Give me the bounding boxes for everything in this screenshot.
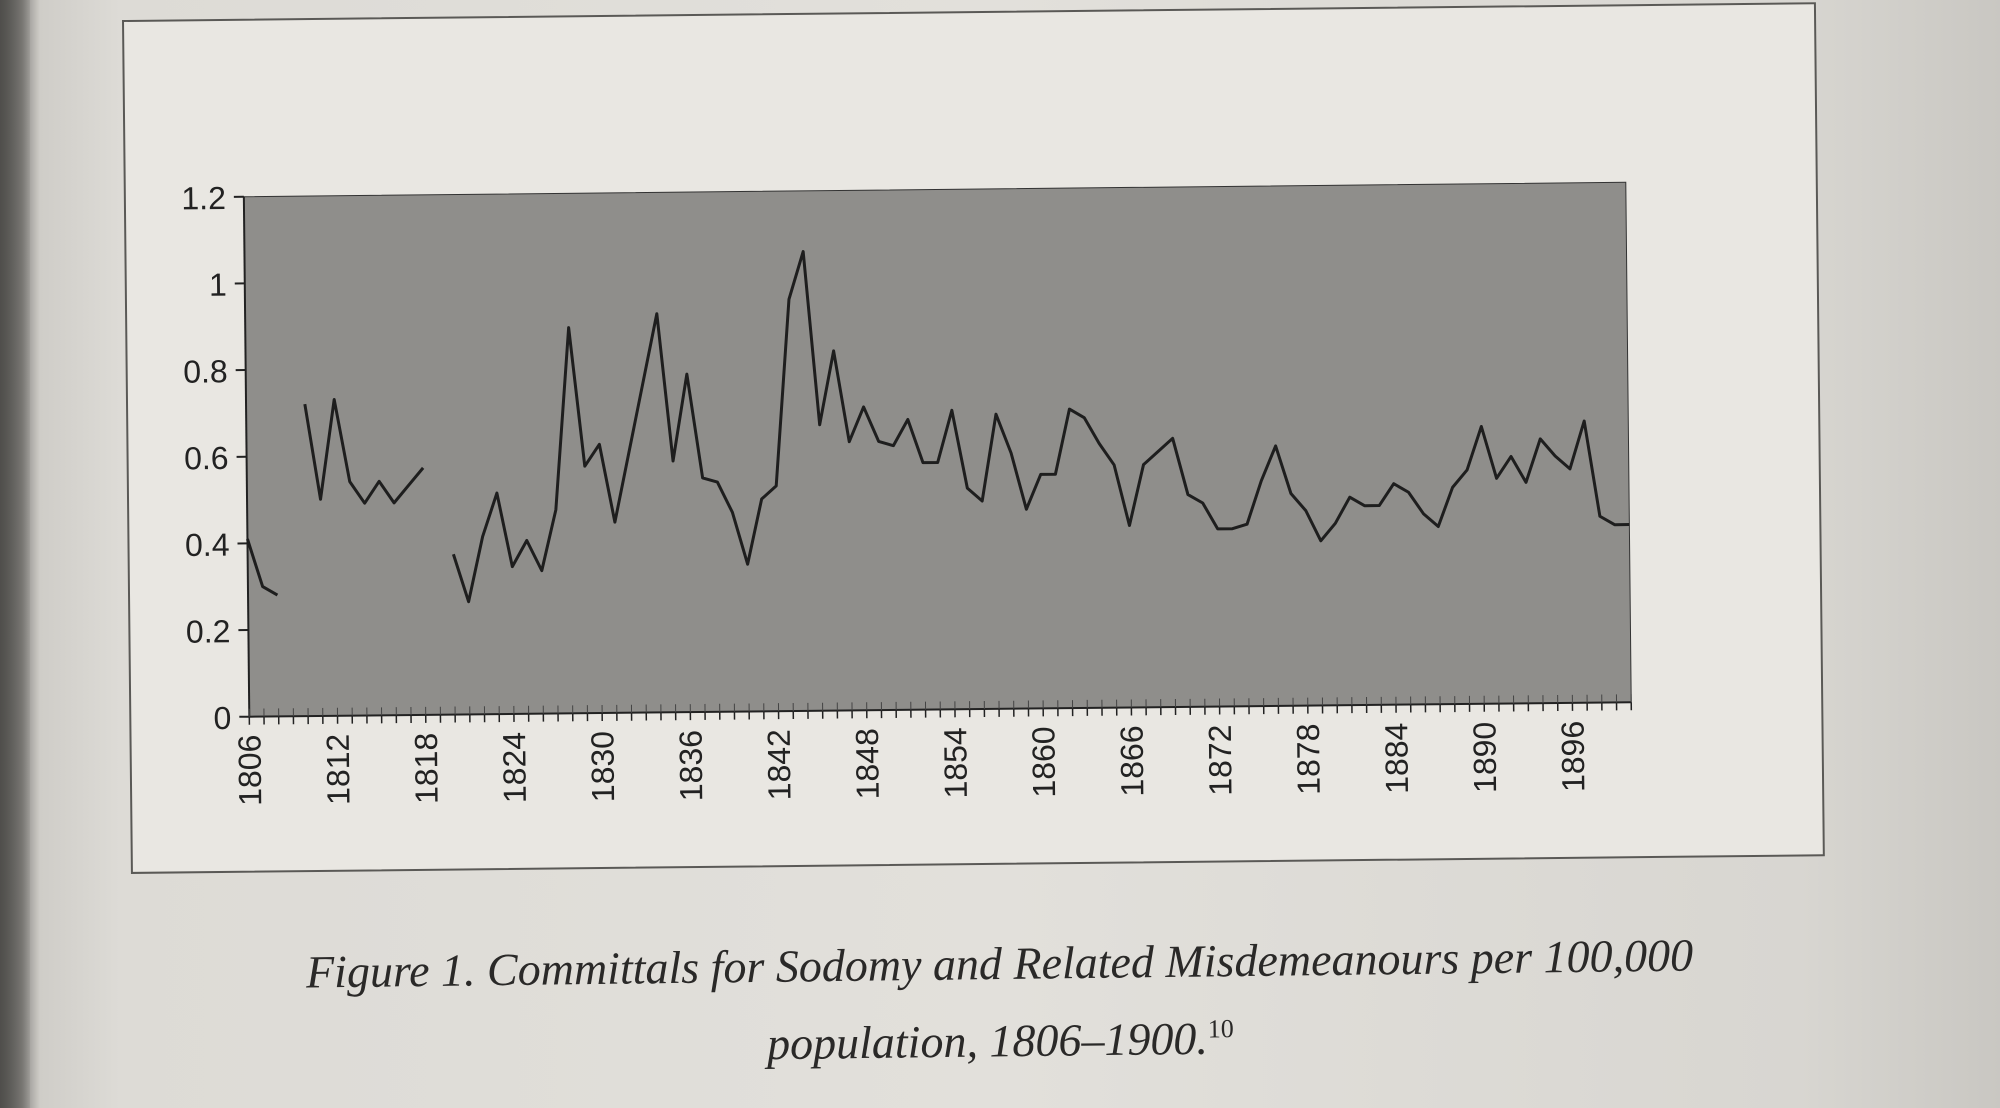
y-tick-label: 1.2 <box>181 180 226 216</box>
x-tick-label: 1818 <box>408 733 445 805</box>
x-tick-label: 1878 <box>1290 723 1327 795</box>
x-tick-label: 1890 <box>1466 722 1503 794</box>
caption-footnote: 10 <box>1207 1014 1234 1044</box>
x-tick-label: 1854 <box>937 727 974 799</box>
x-tick-label: 1866 <box>1114 725 1151 797</box>
y-tick-label: 1 <box>209 267 227 303</box>
caption-line-2-text: population, 1806–1900. <box>766 1012 1209 1070</box>
chart-frame: 0 0.2 0.4 0.6 0.8 1 1.2 1806 1812 1818 1824 1830 18… <box>122 2 1825 874</box>
x-tick-label: 1884 <box>1378 723 1415 795</box>
line-chart: 0 0.2 0.4 0.6 0.8 1 1.2 1806 1812 1818 1824 1830 18… <box>181 180 1633 807</box>
x-tick-label: 1872 <box>1202 724 1239 796</box>
y-tick-label: 0.2 <box>186 613 231 649</box>
x-tick-label: 1830 <box>584 731 621 803</box>
x-tick-label: 1812 <box>320 734 357 806</box>
y-tick-label: 0.6 <box>184 440 229 476</box>
plot-area <box>243 181 1632 718</box>
x-tick-label: 1860 <box>1025 726 1062 798</box>
x-tick-label: 1806 <box>231 735 268 807</box>
y-tick-label: 0 <box>213 700 231 736</box>
series-line-segment <box>246 538 279 597</box>
x-tick-label: 1824 <box>496 732 533 804</box>
y-tick-label: 0.4 <box>185 527 230 563</box>
x-tick-label: 1836 <box>673 730 710 802</box>
figure-caption: Figure 1. Committals for Sodomy and Rela… <box>149 920 1851 1086</box>
page-edge-shadow <box>0 0 30 1108</box>
x-tick-label: 1848 <box>849 728 886 800</box>
series-line-segment <box>451 250 1630 604</box>
y-tick-label: 0.8 <box>183 353 228 389</box>
x-tick-label: 1896 <box>1555 721 1592 793</box>
x-tick-label: 1842 <box>761 729 798 801</box>
series-line-segment <box>303 397 425 505</box>
